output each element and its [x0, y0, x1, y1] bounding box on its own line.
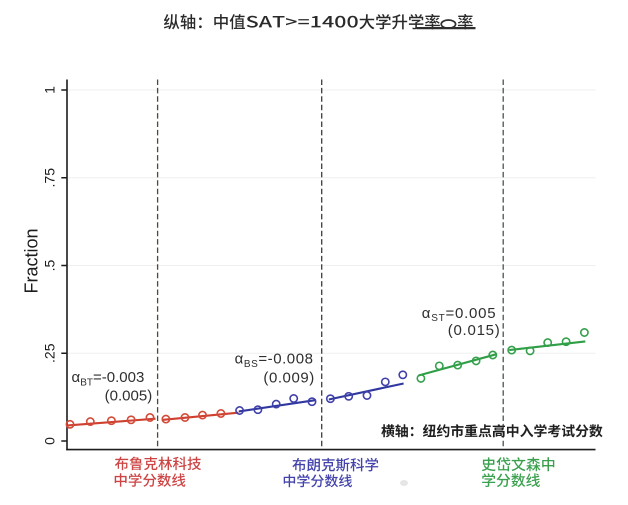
svg-text:(0.015): (0.015): [448, 322, 501, 339]
svg-text:(0.005): (0.005): [105, 387, 153, 404]
svg-text:.75: .75: [41, 168, 57, 188]
svg-text:0: 0: [41, 437, 57, 445]
svg-text:.5: .5: [41, 259, 57, 271]
svg-text:(0.009): (0.009): [263, 369, 314, 386]
svg-text:1: 1: [41, 86, 57, 94]
svg-text:Fraction: Fraction: [22, 228, 42, 293]
svg-text:.25: .25: [41, 343, 57, 363]
